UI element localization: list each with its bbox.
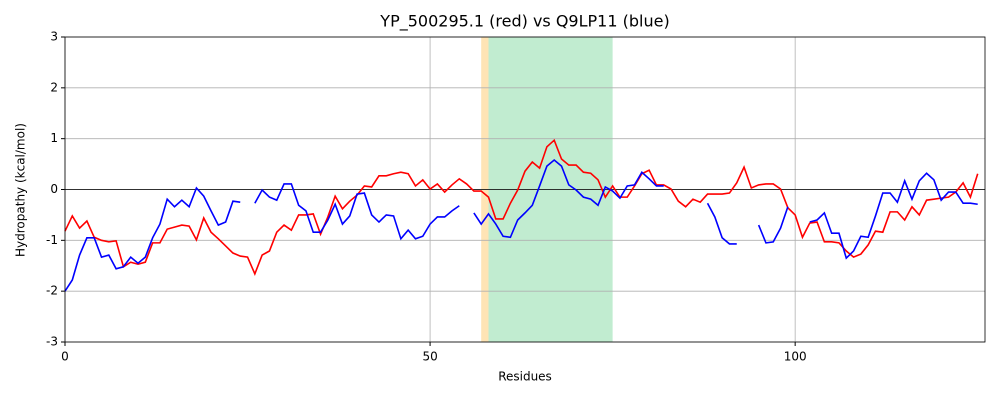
- y-tick-label: 1: [50, 131, 58, 145]
- series-line: [64, 186, 241, 292]
- x-tick-label: 50: [422, 350, 437, 364]
- y-tick-label: 0: [50, 182, 58, 196]
- x-axis-label: Residues: [498, 370, 552, 384]
- series-line: [706, 202, 737, 245]
- x-tick-label: 100: [784, 350, 807, 364]
- x-tick-label: 0: [61, 350, 69, 364]
- y-tick-label: -2: [46, 284, 58, 298]
- chart-title: YP_500295.1 (red) vs Q9LP11 (blue): [379, 12, 669, 32]
- y-tick-label: -1: [46, 233, 58, 247]
- series-line: [473, 158, 664, 239]
- y-tick-label: 3: [50, 30, 58, 44]
- series-line: [809, 172, 978, 260]
- y-tick-label: 2: [50, 80, 58, 94]
- y-tick-label: -3: [46, 335, 58, 349]
- series-line: [64, 138, 979, 276]
- y-axis-label: Hydropathy (kcal/mol): [14, 123, 28, 257]
- series-line: [254, 183, 460, 241]
- series-line: [757, 206, 789, 244]
- plot-frame: [64, 36, 986, 343]
